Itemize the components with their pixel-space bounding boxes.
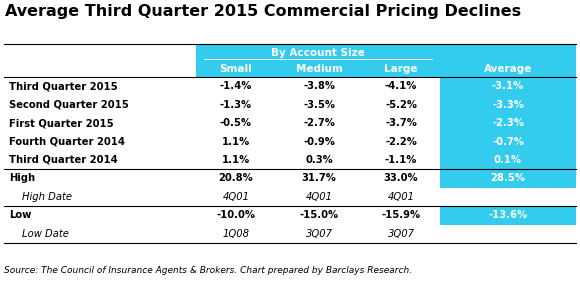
Text: Second Quarter 2015: Second Quarter 2015 xyxy=(9,100,129,110)
Text: 1Q08: 1Q08 xyxy=(223,229,249,239)
Text: -5.2%: -5.2% xyxy=(385,100,417,110)
Text: 33.0%: 33.0% xyxy=(384,173,418,183)
Text: Small: Small xyxy=(220,64,252,74)
Text: 0.3%: 0.3% xyxy=(305,155,333,165)
Text: 28.5%: 28.5% xyxy=(491,173,525,183)
Text: 1.1%: 1.1% xyxy=(222,137,250,147)
Text: 4Q01: 4Q01 xyxy=(223,192,249,202)
Text: -3.3%: -3.3% xyxy=(492,100,524,110)
Text: -0.9%: -0.9% xyxy=(303,137,335,147)
Text: -3.5%: -3.5% xyxy=(303,100,335,110)
Text: -13.6%: -13.6% xyxy=(488,210,528,220)
Text: 4Q01: 4Q01 xyxy=(387,192,415,202)
Text: Source: The Council of Insurance Agents & Brokers. Chart prepared by Barclays Re: Source: The Council of Insurance Agents … xyxy=(4,266,412,275)
Text: 31.7%: 31.7% xyxy=(302,173,336,183)
Text: -3.1%: -3.1% xyxy=(492,81,524,91)
Text: -2.7%: -2.7% xyxy=(303,118,335,128)
Bar xyxy=(440,206,576,225)
Text: -0.7%: -0.7% xyxy=(492,137,524,147)
Text: -15.9%: -15.9% xyxy=(382,210,420,220)
Text: -10.0%: -10.0% xyxy=(216,210,256,220)
Bar xyxy=(196,61,440,77)
Text: Large: Large xyxy=(384,64,418,74)
Text: 3Q07: 3Q07 xyxy=(306,229,332,239)
Text: By Account Size: By Account Size xyxy=(271,47,365,58)
Text: -2.2%: -2.2% xyxy=(385,137,417,147)
Text: 3Q07: 3Q07 xyxy=(387,229,415,239)
Text: First Quarter 2015: First Quarter 2015 xyxy=(9,118,114,128)
Text: 0.1%: 0.1% xyxy=(494,155,522,165)
Text: -1.4%: -1.4% xyxy=(220,81,252,91)
Text: High Date: High Date xyxy=(22,192,72,202)
Text: -3.7%: -3.7% xyxy=(385,118,417,128)
Text: -4.1%: -4.1% xyxy=(385,81,417,91)
Bar xyxy=(440,96,576,114)
Bar xyxy=(440,44,576,77)
Text: 4Q01: 4Q01 xyxy=(306,192,332,202)
Text: Average Third Quarter 2015 Commercial Pricing Declines: Average Third Quarter 2015 Commercial Pr… xyxy=(5,4,521,19)
Bar xyxy=(440,169,576,188)
Text: -1.1%: -1.1% xyxy=(385,155,417,165)
Text: -15.0%: -15.0% xyxy=(299,210,339,220)
Text: Low Date: Low Date xyxy=(22,229,69,239)
Text: -0.5%: -0.5% xyxy=(220,118,252,128)
Bar xyxy=(440,151,576,169)
Bar xyxy=(196,44,440,61)
Text: 1.1%: 1.1% xyxy=(222,155,250,165)
Text: -3.8%: -3.8% xyxy=(303,81,335,91)
Bar xyxy=(440,77,576,96)
Text: Medium: Medium xyxy=(296,64,342,74)
Text: Third Quarter 2015: Third Quarter 2015 xyxy=(9,81,118,91)
Text: Fourth Quarter 2014: Fourth Quarter 2014 xyxy=(9,137,125,147)
Text: Average: Average xyxy=(484,64,532,74)
Text: Third Quarter 2014: Third Quarter 2014 xyxy=(9,155,118,165)
Text: 20.8%: 20.8% xyxy=(219,173,253,183)
Text: -2.3%: -2.3% xyxy=(492,118,524,128)
Bar xyxy=(440,114,576,132)
Text: High: High xyxy=(9,173,35,183)
Bar xyxy=(440,132,576,151)
Text: -1.3%: -1.3% xyxy=(220,100,252,110)
Text: Low: Low xyxy=(9,210,31,220)
